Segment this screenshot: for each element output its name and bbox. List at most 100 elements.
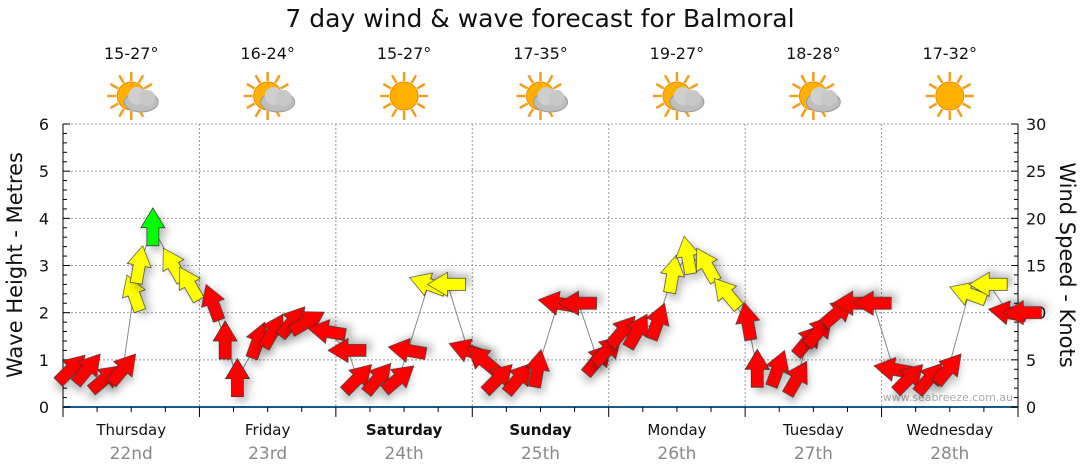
- wind-arrow: [340, 364, 373, 397]
- cloud: [275, 90, 292, 106]
- watermark: www.seabreeze.com.au: [883, 391, 1013, 404]
- sun-ray: [936, 74, 944, 84]
- wind-arrow: [891, 364, 924, 397]
- sun-ray: [962, 102, 972, 110]
- sun-ray: [956, 74, 963, 84]
- wind-arrow: [224, 358, 251, 398]
- date-label: 24th: [385, 444, 424, 464]
- day-label: Tuesday: [782, 421, 844, 439]
- date-label: 27th: [794, 444, 833, 464]
- sun-ray: [416, 82, 426, 90]
- cloud: [684, 90, 701, 106]
- sun-ray: [246, 82, 256, 90]
- sun-ray: [410, 74, 418, 84]
- sun-ray: [254, 108, 262, 118]
- sun-ray: [800, 74, 807, 84]
- wind-arrow: [735, 301, 761, 342]
- wind-arrow: [287, 311, 325, 337]
- partly-cloudy-icon: [107, 72, 159, 120]
- left-axis-label: Wave Height - Metres: [3, 152, 27, 378]
- sun-ray: [800, 108, 807, 118]
- day-label: Monday: [647, 421, 706, 439]
- sun-ray: [274, 74, 281, 84]
- wind-arrow: [387, 338, 428, 363]
- sun-ray: [825, 82, 835, 90]
- day-temp: 17-32°: [923, 44, 978, 63]
- right-tick-label: 5: [1026, 351, 1036, 370]
- right-tick-label: 25: [1026, 162, 1046, 181]
- sun-ray: [118, 108, 125, 118]
- wind-arrow: [852, 290, 892, 316]
- wind-arrow: [765, 349, 790, 389]
- sun-ray: [416, 102, 426, 110]
- day-label: Thursday: [95, 421, 166, 439]
- wind-arrow: [178, 266, 205, 304]
- sun-ray: [527, 108, 535, 118]
- sun-ray: [663, 74, 671, 84]
- sun-icon: [925, 72, 974, 120]
- wind-arrow: [660, 254, 686, 295]
- left-tick-label: 6: [39, 115, 49, 134]
- partly-cloudy-icon: [516, 72, 568, 120]
- sun-ray: [819, 74, 827, 84]
- wind-arrow: [140, 207, 166, 247]
- wind-arrow: [212, 320, 238, 360]
- wind-arrow: [480, 364, 513, 397]
- sun-ray: [519, 102, 529, 110]
- date-label: 23rd: [248, 444, 287, 464]
- sun-ray: [655, 102, 665, 110]
- wind-arrow: [873, 356, 913, 382]
- wind-arrow: [380, 365, 415, 396]
- wind-arrow: [70, 353, 101, 388]
- sun-ray: [109, 82, 119, 90]
- wind-arrow: [327, 337, 367, 364]
- date-label: 22nd: [110, 444, 153, 464]
- wind-arrow: [931, 353, 962, 388]
- sun-disc: [935, 81, 965, 111]
- wind-arrow: [106, 353, 137, 388]
- partly-cloudy-icon: [789, 72, 841, 120]
- sun-ray: [956, 108, 963, 118]
- sun-ray: [382, 102, 392, 110]
- wind-arrow: [126, 245, 152, 285]
- date-label: 26th: [657, 444, 696, 464]
- left-tick-label: 2: [39, 304, 49, 323]
- sun-ray: [962, 82, 972, 90]
- chart-title: 7 day wind & wave forecast for Balmoral: [285, 4, 795, 33]
- day-temp: 16-24°: [240, 44, 295, 63]
- sun-ray: [791, 82, 801, 90]
- sun-ray: [683, 74, 691, 84]
- sun-ray: [246, 102, 256, 110]
- sun-ray: [254, 74, 262, 84]
- sun-ray: [143, 82, 153, 90]
- wind-arrow: [1002, 300, 1042, 326]
- sun-ray: [109, 102, 119, 110]
- sun-ray: [655, 82, 665, 90]
- sun-ray: [519, 82, 529, 90]
- wind-arrow: [557, 290, 597, 316]
- right-axis-label: Wind Speed - Knots: [1055, 162, 1079, 367]
- cloud: [548, 90, 565, 106]
- wind-arrow: [622, 313, 648, 351]
- right-tick-label: 15: [1026, 257, 1046, 276]
- day-label: Friday: [245, 421, 291, 439]
- date-label: 28th: [930, 444, 969, 464]
- sun-ray: [527, 74, 535, 84]
- sun-ray: [118, 74, 125, 84]
- day-label: Sunday: [509, 421, 572, 439]
- cloud: [821, 90, 838, 106]
- sun-ray: [791, 102, 801, 110]
- sun-ray: [936, 108, 944, 118]
- sun-ray: [280, 82, 290, 90]
- day-temp: 15-27°: [377, 44, 432, 63]
- partly-cloudy-icon: [243, 72, 296, 120]
- wind-arrow: [968, 271, 1008, 297]
- wind-arrow: [525, 348, 550, 389]
- left-tick-label: 1: [39, 351, 49, 370]
- right-tick-label: 0: [1026, 398, 1036, 417]
- wind-arrow: [645, 302, 670, 342]
- wind-arrow: [201, 283, 226, 323]
- sun-ray: [382, 82, 392, 90]
